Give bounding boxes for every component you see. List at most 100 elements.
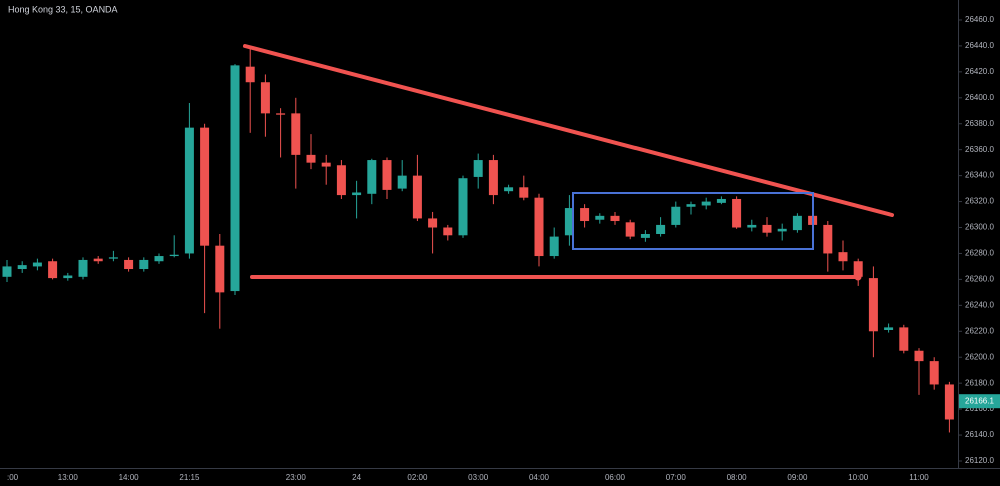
trend-line xyxy=(243,44,894,217)
candle-body xyxy=(732,198,742,228)
last-price-tag xyxy=(959,394,1000,409)
candle-body xyxy=(336,165,346,196)
x-tick-label: 10:00 xyxy=(848,473,869,482)
candle-body xyxy=(792,215,802,231)
candle-body xyxy=(2,266,12,277)
candle-body xyxy=(549,236,559,257)
candle-body xyxy=(580,208,590,222)
drawings xyxy=(243,44,894,281)
candle-body xyxy=(777,228,787,232)
y-tick-label: 26200.0 xyxy=(965,352,994,361)
candle-body xyxy=(610,215,620,222)
candle-body xyxy=(382,160,392,190)
candle-body xyxy=(944,384,954,420)
candle-body xyxy=(504,187,514,192)
x-tick-label: 24 xyxy=(352,473,361,482)
y-tick-label: 26360.0 xyxy=(965,145,994,154)
candle-body xyxy=(124,259,134,270)
x-tick-label: 09:00 xyxy=(787,473,808,482)
chart-title: Hong Kong 33, 15, OANDA xyxy=(8,4,118,14)
candle-body xyxy=(929,361,939,385)
y-tick-label: 26140.0 xyxy=(965,430,994,439)
y-tick-label: 26420.0 xyxy=(965,67,994,76)
candle-body xyxy=(321,162,331,167)
candle-body xyxy=(534,197,544,257)
candle-body xyxy=(656,224,666,234)
x-tick-label: 06:00 xyxy=(605,473,626,482)
candle-body xyxy=(154,256,164,262)
y-tick-label: 26320.0 xyxy=(965,197,994,206)
candle-body xyxy=(412,175,422,219)
candle-body xyxy=(215,245,225,293)
candle-body xyxy=(701,201,711,206)
y-tick-label: 26120.0 xyxy=(965,456,994,465)
y-tick-label: 26380.0 xyxy=(965,119,994,128)
candle-body xyxy=(169,254,179,257)
candle-body xyxy=(17,265,27,270)
candle-body xyxy=(108,257,118,259)
candle-body xyxy=(93,258,103,262)
x-tick-label: 04:00 xyxy=(529,473,550,482)
candle-body xyxy=(716,198,726,203)
candle-body xyxy=(473,160,483,177)
x-tick-label: 21:15 xyxy=(179,473,200,482)
candle-body xyxy=(595,215,605,220)
x-tick-label: 23:00 xyxy=(286,473,307,482)
y-tick-label: 26160.0 xyxy=(965,404,994,413)
x-tick-label: 03:00 xyxy=(468,473,489,482)
candle-body xyxy=(899,327,909,351)
x-tick-label: 11:00 xyxy=(909,473,929,482)
candle-body xyxy=(352,192,362,196)
candle-body xyxy=(291,113,301,155)
candle-body xyxy=(868,278,878,332)
x-tick-label: 14:00 xyxy=(119,473,140,482)
candle-body xyxy=(245,66,255,83)
candle-body xyxy=(823,224,833,254)
candle-body xyxy=(260,82,270,114)
candle-body xyxy=(884,327,894,330)
axes: 26120.0 26140.0 26160.0 26180.0 26200.0 26220… xyxy=(7,15,1000,482)
candle-body xyxy=(914,350,924,362)
y-tick-label: 26280.0 xyxy=(965,249,994,258)
candle-body xyxy=(139,259,149,270)
y-tick-label: 26400.0 xyxy=(965,93,994,102)
y-tick-label: 26180.0 xyxy=(965,378,994,387)
y-tick-label: 26460.0 xyxy=(965,15,994,24)
candle-body xyxy=(48,261,58,279)
candle-body xyxy=(488,160,498,196)
candle-body xyxy=(853,261,863,277)
candle-body xyxy=(276,113,286,115)
y-tick-label: 26220.0 xyxy=(965,326,994,335)
y-tick-label: 26240.0 xyxy=(965,300,994,309)
candle-body xyxy=(747,224,757,228)
last-price-label: 26166.1 xyxy=(965,396,994,405)
candle-body xyxy=(762,224,772,233)
x-tick-label: 08:00 xyxy=(727,473,748,482)
candle-body xyxy=(519,187,529,198)
candle-body xyxy=(686,204,696,207)
candle-body xyxy=(625,222,635,237)
plot xyxy=(2,48,954,433)
candle-body xyxy=(671,206,681,225)
candle-body xyxy=(306,154,316,163)
x-tick-label: :00 xyxy=(7,473,19,482)
candle-body xyxy=(458,178,468,236)
candle-body xyxy=(184,127,194,254)
y-tick-label: 26300.0 xyxy=(965,223,994,232)
candle-body xyxy=(230,65,240,292)
x-tick-label: 02:00 xyxy=(407,473,428,482)
y-tick-label: 26340.0 xyxy=(965,171,994,180)
line-handle xyxy=(854,273,862,281)
range-box xyxy=(572,192,814,250)
x-tick-label: 13:00 xyxy=(58,473,79,482)
candle-body xyxy=(78,259,88,277)
candle-body xyxy=(200,127,210,246)
candle-body xyxy=(367,160,377,194)
candle-body xyxy=(443,227,453,236)
y-tick-label: 26260.0 xyxy=(965,275,994,284)
candle-body xyxy=(640,234,650,238)
candle-body xyxy=(428,218,438,228)
